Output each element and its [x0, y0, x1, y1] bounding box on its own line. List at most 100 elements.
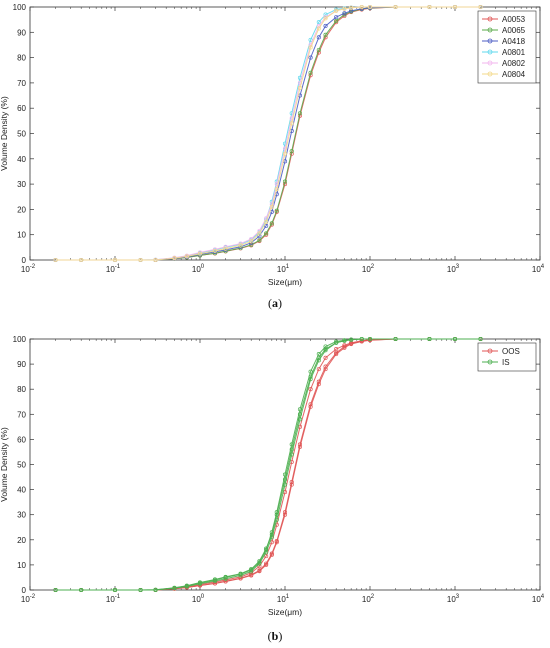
data-point-is	[289, 447, 294, 452]
legend-label: OOS	[502, 347, 520, 356]
data-point-a0418	[257, 233, 262, 239]
data-point-oos	[308, 402, 313, 407]
y-tick-label: 20	[17, 536, 26, 545]
x-tick-label: 101	[277, 264, 290, 274]
data-point-a0804	[257, 231, 262, 236]
legend-marker	[487, 359, 493, 365]
y-tick-label: 100	[13, 335, 27, 344]
x-tick-base: 10	[21, 595, 30, 604]
data-point-a0804	[323, 16, 328, 21]
x-axis-label: Size(μm)	[268, 607, 302, 617]
data-point-a0801	[289, 111, 294, 116]
x-tick-base: 10	[532, 595, 541, 604]
data-point-is	[323, 344, 328, 349]
data-point-a0804	[138, 257, 143, 263]
data-point-is	[138, 587, 143, 593]
legend-label: A0418	[502, 37, 526, 46]
data-point-oos	[257, 568, 262, 573]
y-tick-label: 70	[17, 410, 26, 419]
data-point-is	[53, 587, 58, 593]
x-tick-base: 10	[106, 595, 115, 604]
legend-label: A0801	[502, 48, 526, 57]
data-point-a0804	[212, 248, 218, 253]
legend-label: A0804	[502, 70, 526, 79]
data-point-a0804	[334, 8, 339, 13]
x-tick-label: 100	[192, 264, 205, 274]
y-tick-label: 40	[17, 486, 26, 495]
legend-label: A0802	[502, 59, 526, 68]
data-point-a0804	[274, 187, 279, 192]
data-point-a0804	[79, 257, 84, 263]
data-point-is	[359, 336, 364, 342]
series-line-is	[55, 338, 481, 591]
x-tick-exponent: 4	[541, 264, 545, 270]
data-point-a0804	[316, 26, 321, 31]
y-tick-label: 90	[17, 28, 26, 37]
data-point-is	[316, 352, 321, 357]
data-point-oos	[269, 551, 274, 556]
data-point-oos	[289, 480, 294, 485]
data-point-is	[282, 482, 288, 487]
caption-a: (a)	[0, 296, 550, 311]
legend-marker	[487, 60, 493, 66]
legend-marker	[487, 49, 493, 55]
x-tick-base: 10	[532, 265, 541, 274]
x-tick-exponent: -2	[30, 264, 36, 270]
y-tick-label: 10	[17, 231, 26, 240]
data-point-is	[238, 573, 243, 578]
data-point-is	[269, 535, 274, 540]
data-point-is	[112, 587, 118, 593]
data-point-a0804	[153, 257, 158, 263]
data-point-a0804	[238, 243, 243, 248]
data-point-is	[282, 472, 288, 477]
x-tick-base: 10	[21, 265, 30, 274]
data-point-a0804	[184, 254, 189, 259]
x-tick-exponent: 0	[201, 594, 205, 600]
x-tick-label: 104	[532, 264, 545, 274]
y-tick-label: 60	[17, 435, 26, 444]
y-axis-label: Volume Density (%)	[0, 427, 9, 502]
legend-label: A0053	[502, 15, 526, 24]
data-point-a0804	[427, 4, 432, 10]
legend-marker	[487, 71, 493, 77]
data-point-a0802	[282, 146, 288, 151]
data-point-oos	[282, 510, 288, 515]
data-point-oos	[316, 379, 321, 384]
legend-label: A0065	[502, 26, 526, 35]
data-point-a0804	[359, 4, 364, 10]
y-tick-label: 10	[17, 561, 26, 570]
data-point-is	[289, 442, 294, 447]
data-point-a0804	[112, 257, 118, 263]
data-point-a0801	[323, 12, 328, 17]
data-point-a0801	[316, 20, 321, 25]
data-point-is	[264, 550, 269, 555]
x-tick-label: 10-2	[21, 594, 36, 604]
data-point-is	[349, 337, 354, 342]
data-point-oos	[274, 539, 279, 544]
data-point-a0802	[289, 116, 294, 121]
x-tick-exponent: 3	[456, 594, 460, 600]
data-point-a0804	[342, 6, 347, 11]
y-tick-label: 50	[17, 130, 26, 139]
x-tick-label: 104	[532, 594, 545, 604]
data-point-oos	[297, 442, 303, 447]
data-point-a0065	[323, 32, 328, 37]
data-point-oos	[323, 364, 328, 369]
y-tick-label: 80	[17, 385, 26, 394]
data-point-a0065	[269, 221, 274, 226]
x-tick-base: 10	[447, 595, 456, 604]
data-point-oos	[323, 355, 328, 360]
x-axis-label: Size(μm)	[268, 277, 302, 287]
x-tick-exponent: 2	[371, 594, 375, 600]
data-point-a0065	[316, 47, 321, 53]
data-point-is	[393, 336, 398, 342]
data-point-a0418	[316, 35, 321, 40]
y-tick-label: 20	[17, 205, 26, 214]
plot-frame	[29, 338, 541, 591]
data-point-is	[427, 336, 432, 342]
legend-marker	[487, 348, 493, 354]
x-tick-exponent: 4	[541, 594, 545, 600]
data-point-oos	[334, 350, 339, 355]
caption-b-open: (	[267, 629, 272, 643]
